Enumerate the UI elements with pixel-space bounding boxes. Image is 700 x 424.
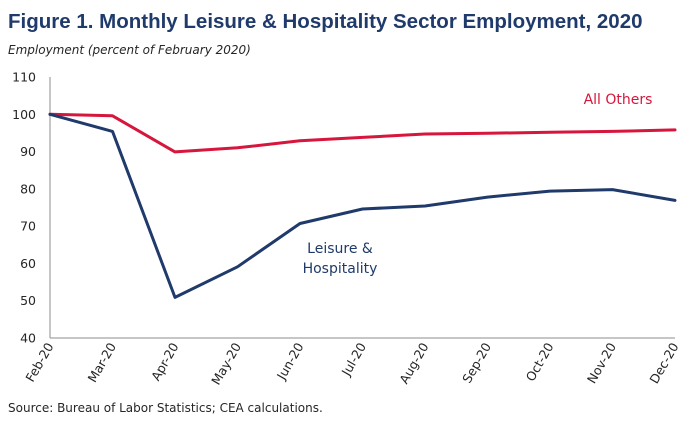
x-tick-label: Mar-20 xyxy=(85,340,120,385)
y-axis-label: Employment (percent of February 2020) xyxy=(8,43,251,57)
x-tick-label: Dec-20 xyxy=(646,340,681,386)
x-tick-label: Jul-20 xyxy=(338,340,369,379)
y-tick-label: 50 xyxy=(20,293,36,308)
series-label-line: Hospitality xyxy=(303,261,378,277)
series-label-all-others: All Others xyxy=(584,92,653,108)
series-label-line: All Others xyxy=(584,92,653,108)
chart-title: Figure 1. Monthly Leisure & Hospitality … xyxy=(8,10,643,33)
x-tick-label: Apr-20 xyxy=(148,340,182,383)
y-tick-label: 80 xyxy=(20,181,36,196)
y-tick-label: 90 xyxy=(20,144,36,159)
y-tick-label: 110 xyxy=(12,70,36,85)
series-line-leisure-hospitality xyxy=(48,112,677,299)
x-tick-label: Aug-20 xyxy=(396,340,431,386)
series-label-leisure-hospitality: Leisure & Hospitality xyxy=(303,241,378,277)
y-tick-label: 60 xyxy=(20,256,36,271)
series-line-all-others xyxy=(48,112,677,154)
x-axis-ticks: Feb-20 Mar-20 Apr-20 May-20 Jun-20 Jul-20 Aug-… xyxy=(22,340,681,387)
series-lines xyxy=(48,112,677,299)
x-tick-label: May-20 xyxy=(208,340,244,387)
source-note: Source: Bureau of Labor Statistics; CEA … xyxy=(8,401,323,415)
series-labels: All Others Leisure & Hospitality xyxy=(303,92,653,277)
series-label-line: Leisure & xyxy=(307,241,373,257)
x-tick-label: Feb-20 xyxy=(22,340,56,384)
y-tick-label: 100 xyxy=(12,107,36,122)
x-tick-label: Sep-20 xyxy=(459,340,494,386)
x-tick-label: Oct-20 xyxy=(523,340,557,384)
y-tick-label: 40 xyxy=(20,331,36,346)
y-axis-ticks: 40 50 60 70 80 90 100 110 xyxy=(12,70,36,346)
x-tick-label: Jun-20 xyxy=(273,340,306,383)
y-tick-label: 70 xyxy=(20,219,36,234)
axes xyxy=(49,77,675,339)
x-tick-label: Nov-20 xyxy=(584,340,619,386)
